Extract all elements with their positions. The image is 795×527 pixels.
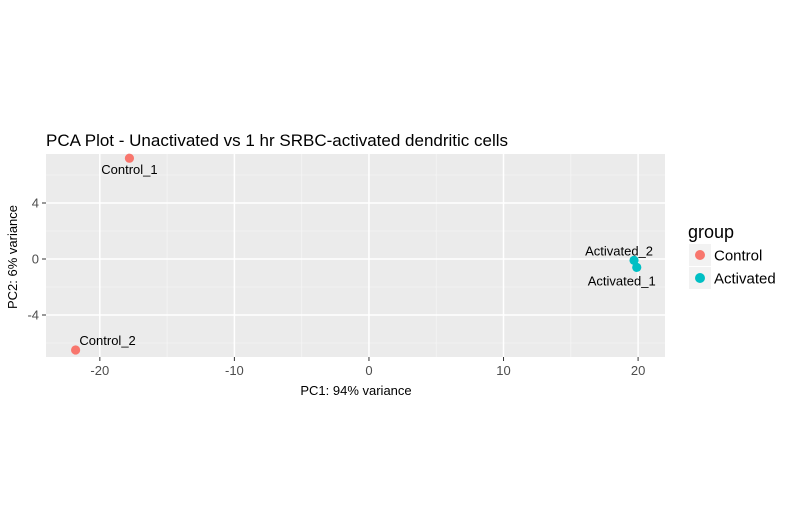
axis-ticks	[42, 202, 639, 361]
point-label: Control_1	[101, 162, 157, 177]
y-tick-label: -4	[27, 308, 39, 323]
legend-key	[695, 273, 705, 283]
y-axis-title: PC2: 6% variance	[5, 205, 20, 309]
data-point	[124, 153, 135, 163]
plot-panel	[46, 154, 665, 357]
tick-labels: -20 -10 0 10 20 -4 0 4	[27, 196, 645, 379]
x-tick-label: 20	[631, 363, 645, 378]
x-tick-label: 0	[365, 363, 372, 378]
y-tick-label: 0	[32, 252, 39, 267]
chart-title: PCA Plot - Unactivated vs 1 hr SRBC-acti…	[46, 131, 508, 150]
data-point	[71, 345, 81, 355]
y-tick-label: 4	[32, 196, 39, 211]
legend-title: group	[688, 222, 734, 242]
data-point	[629, 255, 639, 265]
legend: group Control Activated	[688, 222, 776, 289]
x-axis-title: PC1: 94% variance	[300, 383, 411, 398]
major-gridlines	[46, 154, 665, 357]
legend-label: Control	[714, 248, 762, 265]
point-label: Activated_1	[588, 273, 656, 288]
x-tick-label: -10	[225, 363, 244, 378]
point-labels: Control_1 Control_2 Activated_2 Activated_1	[79, 162, 655, 348]
point-label: Activated_2	[585, 243, 653, 258]
x-tick-label: 10	[496, 363, 510, 378]
data-point	[632, 262, 642, 272]
x-tick-label: -20	[90, 363, 109, 378]
minor-gridlines	[46, 154, 665, 357]
legend-key	[695, 250, 705, 260]
legend-label: Activated	[714, 271, 776, 288]
data-points	[71, 153, 642, 355]
point-label: Control_2	[79, 333, 135, 348]
